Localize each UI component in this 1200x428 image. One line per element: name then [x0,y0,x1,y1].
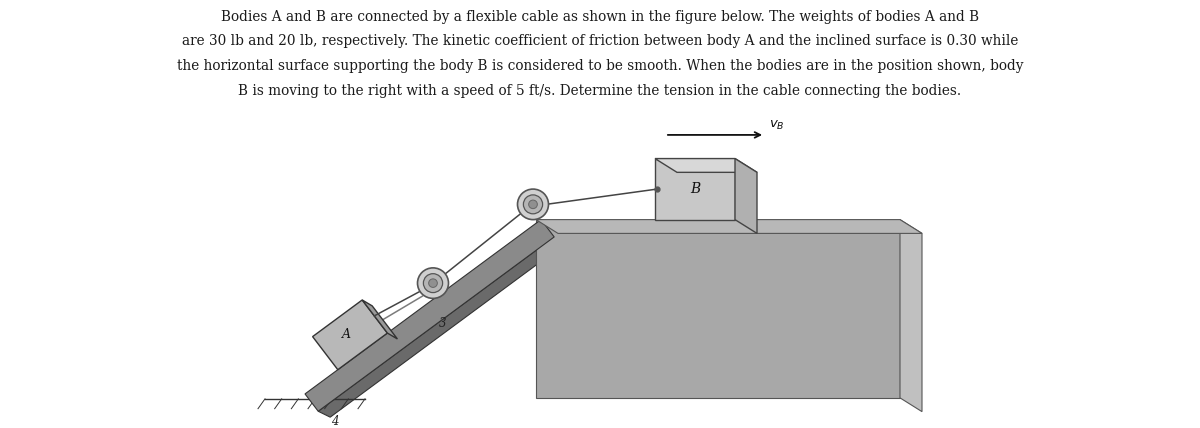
Circle shape [424,273,443,293]
Polygon shape [318,237,566,417]
Text: the horizontal surface supporting the body B is considered to be smooth. When th: the horizontal surface supporting the bo… [176,59,1024,73]
Circle shape [529,200,538,208]
Polygon shape [655,158,734,220]
Circle shape [517,189,548,220]
Polygon shape [536,220,922,233]
Text: 3: 3 [439,317,446,330]
Text: B is moving to the right with a speed of 5 ft/s. Determine the tension in the ca: B is moving to the right with a speed of… [239,84,961,98]
Polygon shape [305,220,554,411]
Polygon shape [900,220,922,412]
Circle shape [418,268,449,298]
Text: $v_B$: $v_B$ [769,119,785,132]
Polygon shape [312,300,388,370]
Polygon shape [734,158,757,233]
Text: are 30 lb and 20 lb, respectively. The kinetic coefficient of friction between b: are 30 lb and 20 lb, respectively. The k… [182,35,1018,48]
Text: B: B [690,182,700,196]
Circle shape [428,279,437,288]
Text: Bodies A and B are connected by a flexible cable as shown in the figure below. T: Bodies A and B are connected by a flexib… [221,10,979,24]
Text: A: A [342,328,350,342]
Polygon shape [655,158,757,172]
Text: 4: 4 [331,415,338,428]
Polygon shape [362,300,397,339]
Polygon shape [536,220,900,398]
Circle shape [523,195,542,214]
